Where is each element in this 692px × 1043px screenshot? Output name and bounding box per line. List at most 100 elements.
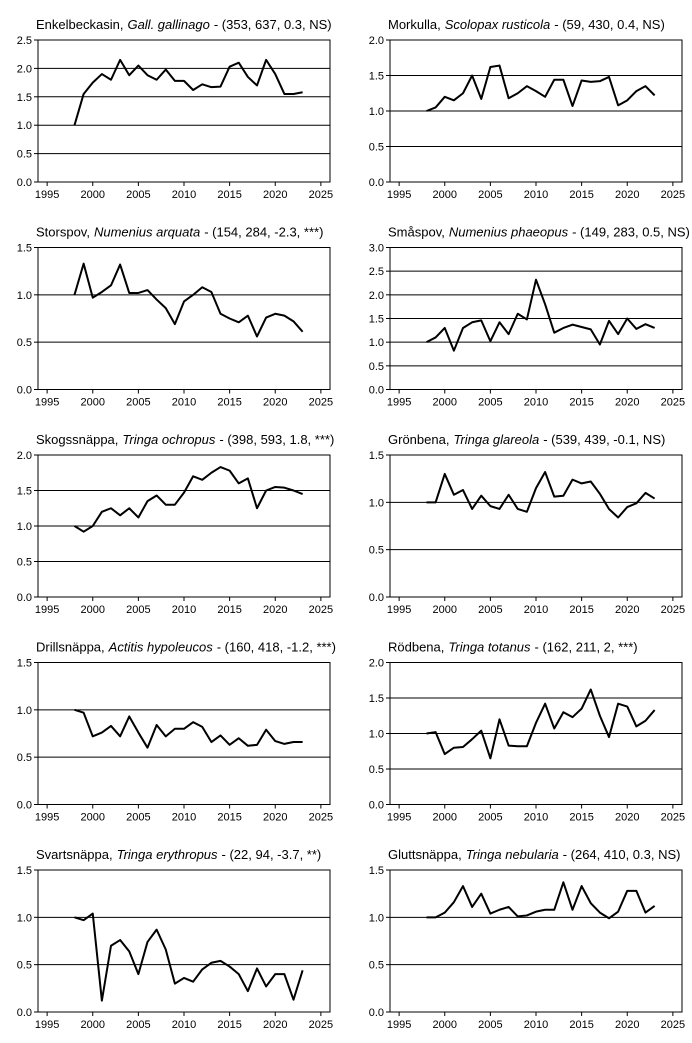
panel: Svartsnäppa, Tringa erythropus - (22, 94, … xyxy=(17,847,333,1031)
trend-line xyxy=(426,278,656,352)
x-tick-label: 2010 xyxy=(172,397,196,409)
x-tick-label: 2010 xyxy=(524,189,548,201)
species-name: Numenius arquata xyxy=(94,225,200,240)
plot-frame xyxy=(389,869,683,1013)
x-tick-label: 2005 xyxy=(126,397,150,409)
y-tick-label: 0.5 xyxy=(17,337,32,349)
common-name: Storspov, xyxy=(36,225,90,240)
x-tick-label: 2015 xyxy=(217,604,241,616)
y-tick-label: 1.0 xyxy=(369,106,384,118)
x-tick-label: 2005 xyxy=(478,189,502,201)
panel-title: Storspov, Numenius arquata - (154, 284, -2… xyxy=(36,225,323,240)
y-tick-label: 0.5 xyxy=(17,149,32,161)
common-name: Enkelbeckasin, xyxy=(36,17,123,32)
x-tick-label: 2000 xyxy=(433,189,457,201)
common-name: Svartsnäppa, xyxy=(36,847,113,862)
panel: Gluttsnäppa, Tringa nebularia - (264, 410,… xyxy=(369,847,685,1031)
y-tick-label: 0.5 xyxy=(17,752,32,764)
x-tick-label: 1995 xyxy=(387,604,411,616)
x-tick-label: 2010 xyxy=(172,812,196,824)
x-tick-label: 2005 xyxy=(478,604,502,616)
stats: - (162, 211, 2, ***) xyxy=(535,640,638,655)
y-tick-label: 2.0 xyxy=(17,450,32,462)
trend-line xyxy=(426,688,656,760)
x-tick-label: 2020 xyxy=(263,189,287,201)
panel-title: Drillsnäppa, Actitis hypoleucos - (160, 41… xyxy=(36,640,336,655)
y-tick-label: 0.5 xyxy=(369,142,384,154)
y-tick-label: 2.5 xyxy=(17,35,32,47)
plot-frame xyxy=(389,454,683,598)
x-tick-label: 2005 xyxy=(478,397,502,409)
species-name: Tringa ochropus xyxy=(122,432,215,447)
y-tick-label: 0.0 xyxy=(17,592,32,604)
trend-line xyxy=(73,58,303,126)
common-name: Gluttsnäppa, xyxy=(388,847,462,862)
x-tick-label: 2025 xyxy=(309,812,333,824)
plot-frame xyxy=(37,247,331,390)
species-name: Numenius phaeopus xyxy=(449,225,569,240)
panel-title: Rödbena, Tringa totanus - (162, 211, 2, **… xyxy=(388,640,638,655)
y-tick-label: 0.0 xyxy=(369,592,384,604)
y-tick-label: 1.5 xyxy=(17,865,32,877)
stats: - (539, 439, -0.1, NS) xyxy=(543,432,665,447)
common-name: Morkulla, xyxy=(388,17,441,32)
y-tick-label: 1.0 xyxy=(369,337,384,349)
x-tick-label: 2015 xyxy=(217,189,241,201)
y-tick-label: 0.5 xyxy=(369,960,384,972)
common-name: Grönbena, xyxy=(388,432,449,447)
x-tick-label: 2015 xyxy=(217,397,241,409)
stats: - (353, 637, 0.3, NS) xyxy=(214,17,332,32)
y-tick-label: 1.0 xyxy=(17,290,32,302)
y-tick-label: 0.5 xyxy=(369,361,384,373)
trend-line xyxy=(73,262,304,338)
trend-line xyxy=(426,881,656,920)
x-tick-label: 2020 xyxy=(263,812,287,824)
y-tick-label: 1.0 xyxy=(17,521,32,533)
x-tick-label: 2005 xyxy=(126,604,150,616)
x-tick-label: 2020 xyxy=(263,1019,287,1031)
y-tick-label: 1.5 xyxy=(369,71,384,83)
panel: Rödbena, Tringa totanus - (162, 211, 2, **… xyxy=(369,640,685,824)
panel-title: Småspov, Numenius phaeopus - (149, 283, 0.… xyxy=(388,225,690,240)
x-tick-label: 2000 xyxy=(81,1019,105,1031)
panel-title: Gluttsnäppa, Tringa nebularia - (264, 410,… xyxy=(388,847,680,862)
stats: - (398, 593, 1.8, ***) xyxy=(219,432,334,447)
x-tick-label: 2025 xyxy=(661,604,685,616)
plot-frame xyxy=(37,454,331,598)
stats: - (22, 94, -3.7, **) xyxy=(222,847,322,862)
y-tick-label: 1.5 xyxy=(17,658,32,670)
trend-line xyxy=(73,466,303,533)
x-tick-label: 1995 xyxy=(35,1019,59,1031)
x-tick-label: 2020 xyxy=(615,604,639,616)
x-tick-label: 2005 xyxy=(478,1019,502,1031)
x-tick-label: 1995 xyxy=(387,397,411,409)
species-name: Tringa erythropus xyxy=(117,847,218,862)
x-tick-label: 2000 xyxy=(81,189,105,201)
x-tick-label: 2010 xyxy=(172,604,196,616)
x-tick-label: 2025 xyxy=(661,397,685,409)
x-tick-label: 2020 xyxy=(263,604,287,616)
y-tick-label: 0.5 xyxy=(17,557,32,569)
x-tick-label: 2020 xyxy=(615,397,639,409)
species-name: Tringa glareola xyxy=(453,432,539,447)
y-tick-label: 0.0 xyxy=(369,385,384,397)
y-tick-label: 0.0 xyxy=(369,800,384,812)
y-tick-label: 1.0 xyxy=(369,729,384,741)
plot-frame xyxy=(389,247,683,390)
x-tick-label: 2000 xyxy=(433,397,457,409)
x-tick-label: 2010 xyxy=(524,812,548,824)
y-tick-label: 1.0 xyxy=(369,497,384,509)
y-tick-label: 0.0 xyxy=(369,1007,384,1019)
species-name: Scolopax rusticola xyxy=(445,17,551,32)
stats: - (149, 283, 0.5, NS) xyxy=(572,225,690,240)
y-tick-label: 1.5 xyxy=(369,314,384,326)
y-tick-label: 0.0 xyxy=(17,1007,32,1019)
trend-line xyxy=(426,471,656,519)
plot-frame xyxy=(37,662,331,805)
x-tick-label: 2020 xyxy=(615,812,639,824)
panel: Storspov, Numenius arquata - (154, 284, -2… xyxy=(17,225,333,409)
y-tick-label: 0.0 xyxy=(369,177,384,189)
trend-line xyxy=(74,708,303,749)
x-tick-label: 2000 xyxy=(81,604,105,616)
